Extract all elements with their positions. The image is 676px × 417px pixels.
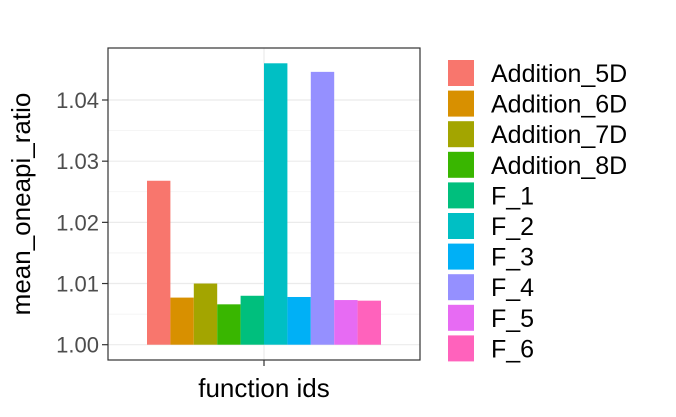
- legend-label: F_6: [491, 335, 534, 363]
- legend-key-f-4: [448, 274, 474, 301]
- bar-addition-8d: [217, 304, 241, 345]
- y-axis-title: mean_oneapi_ratio: [6, 93, 36, 316]
- legend-key-f-2: [448, 213, 474, 239]
- bars: [147, 63, 381, 345]
- y-tick-label: 1.00: [56, 333, 99, 358]
- bar-f-5: [334, 300, 358, 345]
- legend-key-addition-7d: [448, 121, 474, 148]
- legend-key-addition-8d: [448, 151, 474, 178]
- x-axis-title: function ids: [198, 373, 330, 403]
- legend-label: Addition_6D: [491, 91, 627, 119]
- legend-key-addition-6d: [448, 90, 474, 117]
- legend-key-f-3: [448, 243, 474, 270]
- bar-f-6: [357, 300, 381, 345]
- bar-f-2: [264, 63, 288, 345]
- legend-label: Addition_7D: [491, 121, 627, 149]
- legend-label: F_3: [491, 244, 534, 272]
- bar-addition-7d: [193, 283, 218, 345]
- bar-f-3: [287, 296, 311, 345]
- legend-label: F_4: [491, 274, 534, 302]
- legend-key-f-1: [448, 182, 474, 209]
- y-tick-label: 1.03: [56, 149, 99, 174]
- legend-label: Addition_8D: [491, 152, 627, 180]
- legend-key-addition-5d: [448, 60, 474, 86]
- bar-addition-6d: [170, 297, 194, 345]
- legend-key-f-6: [448, 335, 474, 362]
- legend-key-f-5: [448, 304, 474, 331]
- y-tick-label: 1.02: [56, 210, 99, 235]
- legend-label: Addition_5D: [491, 60, 627, 88]
- y-tick-label: 1.01: [56, 272, 99, 297]
- legend-label: F_5: [491, 305, 534, 333]
- bar-f-4: [310, 71, 335, 345]
- legend-label: F_1: [491, 182, 534, 210]
- legend-label: F_2: [491, 213, 534, 241]
- bar-addition-5d: [147, 180, 171, 345]
- y-axis-ticks: 1.00 1.01 1.02 1.03 1.04: [56, 88, 108, 358]
- bar-f-1: [240, 295, 264, 345]
- y-tick-label: 1.04: [56, 88, 99, 113]
